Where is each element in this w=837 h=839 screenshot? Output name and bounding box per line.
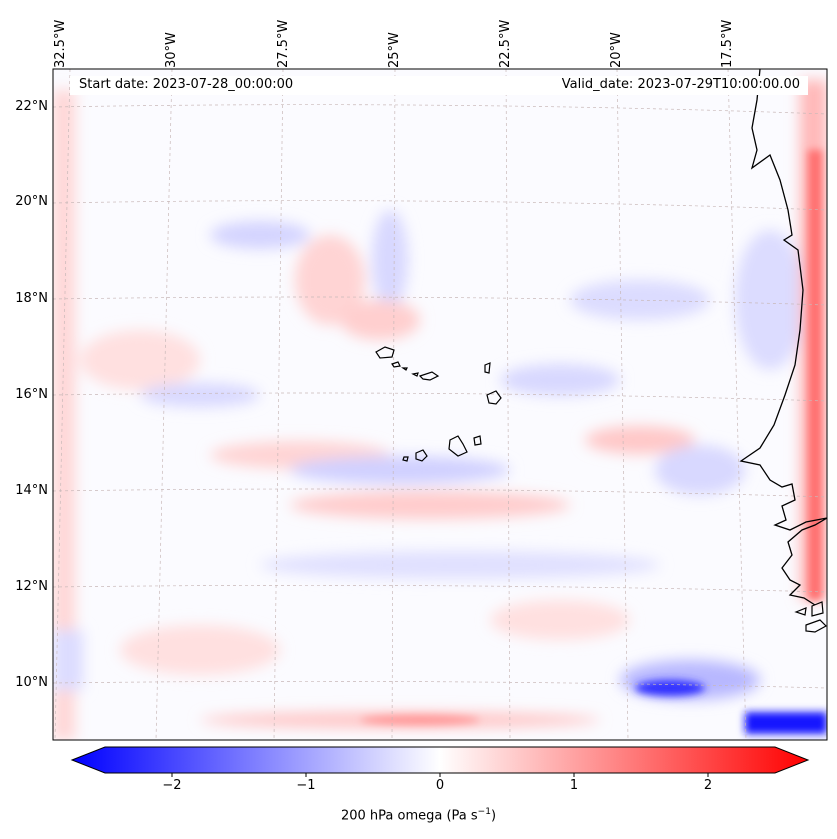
colorbar-label-text: 200 hPa omega (Pa s <box>340 808 478 824</box>
lat-label-18n: 18°N <box>15 291 48 306</box>
colorbar-label-exponent: −1 <box>477 807 491 817</box>
colorbar-tick-label: 0 <box>435 778 445 793</box>
valid-date-label: Valid_date: 2023-07-29T10:00:00.00 <box>559 77 802 92</box>
colorbar-tick-label: −2 <box>162 778 182 793</box>
lat-label-12n: 12°N <box>15 579 48 594</box>
start-date-label: Start date: 2023-07-28_00:00:00 <box>77 77 296 92</box>
colorbar-tick-label: −1 <box>296 778 316 793</box>
colorbar-tick-label: 2 <box>703 778 713 793</box>
colorbar-label: 200 hPa omega (Pa s−1) <box>0 807 837 823</box>
colorbar-tick-label: 1 <box>569 778 579 793</box>
lat-label-16n: 16°N <box>15 387 48 402</box>
lat-label-22n: 22°N <box>15 99 48 114</box>
islands <box>375 346 827 633</box>
coastline <box>739 69 827 606</box>
colorbar-label-close: ) <box>490 808 497 824</box>
map-frame <box>52 68 828 741</box>
lat-label-14n: 14°N <box>15 483 48 498</box>
graticule <box>53 69 827 740</box>
colorbar <box>70 746 810 777</box>
lat-label-20n: 20°N <box>15 194 48 209</box>
omega-field <box>53 80 827 740</box>
lat-label-10n: 10°N <box>15 675 48 690</box>
